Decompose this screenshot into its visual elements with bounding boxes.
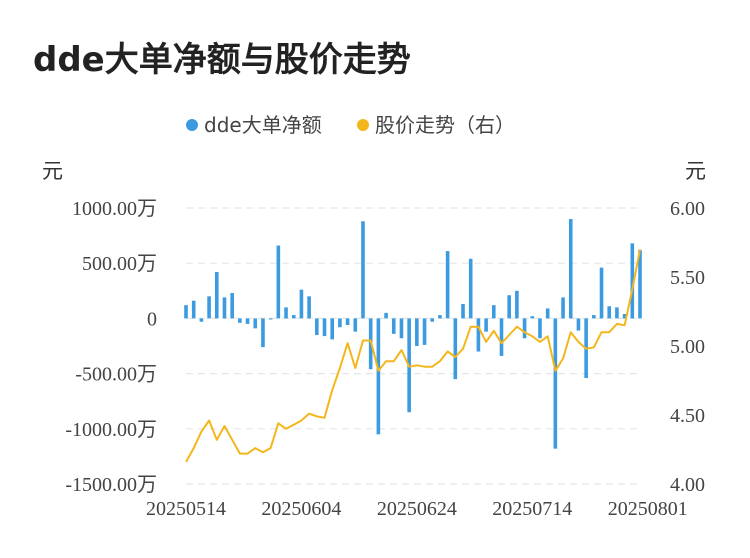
right-axis-tick-label: 5.50 [670,267,705,289]
bar [491,305,496,319]
chart-title: dde大单净额与股价走势 [33,40,411,80]
bar [361,221,365,319]
bar [199,318,204,322]
left-axis-tick-label: 1000.00万 [72,198,157,220]
legend-marker-bar [186,119,198,131]
bar [507,295,511,319]
right-axis-tick-label: 4.50 [670,405,705,427]
bar [438,315,442,319]
bar [530,316,535,319]
bar [415,318,419,346]
bar [576,318,581,331]
bar [238,318,242,323]
bar [430,318,435,322]
bar [207,296,211,319]
bar [445,251,450,319]
right-axis-tick-label: 6.00 [670,198,705,220]
bar [307,296,311,319]
left-axis-unit: 元 [42,159,63,183]
bar [484,318,488,332]
bar [461,304,465,319]
price-line [185,249,641,463]
bar [353,318,358,332]
bar [468,258,473,319]
x-axis-tick-label: 20250801 [608,498,688,520]
bar [453,318,458,380]
bar [630,243,635,319]
bar [345,318,350,326]
bar [291,315,296,319]
bar [376,318,381,435]
bar [338,318,342,328]
bar [568,219,573,319]
bar [538,318,542,339]
bar [268,318,273,320]
bar [615,307,619,319]
bar [561,297,565,319]
bar [284,307,288,319]
bar [261,318,265,348]
bar [222,297,227,319]
bar [399,318,404,339]
bar [253,318,258,329]
legend: dde大单净额 股价走势（右） [186,113,515,137]
bar [638,249,642,319]
bar [515,290,519,319]
bar [299,289,304,319]
bar [476,318,481,352]
right-axis-tick-label: 4.00 [670,474,705,496]
bar [499,318,504,356]
bar [599,267,604,319]
legend-label-line[interactable]: 股价走势（右） [375,113,515,137]
left-axis-ticks: 1000.00万 500.00万 0 -500.00万 -1000.00万 -1500.0… [65,198,157,496]
left-axis-tick-label: -1500.00万 [65,474,157,496]
line-series [185,249,641,463]
left-axis-tick-label: -500.00万 [75,364,157,386]
bar [191,300,196,319]
bar [245,318,250,324]
bar [322,318,327,337]
bar [622,313,627,319]
bar [545,308,550,319]
bar [592,315,596,319]
bar [315,318,319,335]
bar [276,245,281,319]
bar [230,293,234,319]
x-axis-ticks: 20250514 20250604 20250624 20250714 20250801 [146,498,688,520]
bar [607,306,612,319]
bar [184,305,188,319]
x-axis-tick-label: 20250714 [492,498,572,520]
x-axis-tick-label: 20250514 [146,498,226,520]
legend-marker-line [357,119,369,131]
left-axis-tick-label: -1000.00万 [65,419,157,441]
left-axis-tick-label: 0 [147,308,157,330]
bar [522,318,527,339]
bar [214,272,219,319]
left-axis-tick-label: 500.00万 [82,253,157,275]
x-axis-tick-label: 20250624 [377,498,457,520]
bar [330,318,335,340]
bar [553,318,558,449]
bar [391,318,396,334]
right-axis-ticks: 6.00 5.50 5.00 4.50 4.00 [670,198,705,496]
legend-label-bar[interactable]: dde大单净额 [204,113,322,137]
bar [384,312,388,319]
right-axis-tick-label: 5.00 [670,336,705,358]
right-axis-unit: 元 [685,159,706,183]
bar [422,318,427,345]
x-axis-tick-label: 20250604 [261,498,341,520]
